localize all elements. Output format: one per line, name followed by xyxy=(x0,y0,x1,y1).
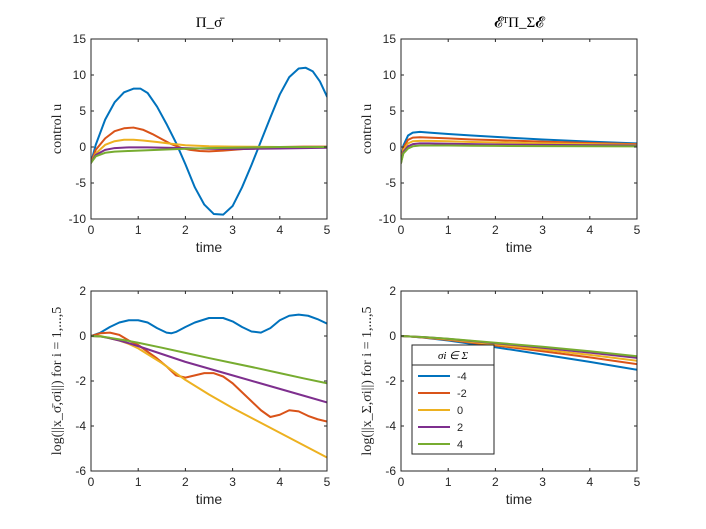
legend: σi ∈ Σ -4 -2 0 2 4 xyxy=(411,344,495,455)
x-tick-label: 0 xyxy=(88,475,95,489)
x-tick-label: 0 xyxy=(88,223,95,237)
series-line-0 xyxy=(91,138,327,164)
y-tick-label: 0 xyxy=(389,140,396,154)
x-tick-label: 1 xyxy=(445,475,452,489)
x-tick-label: 5 xyxy=(324,475,331,489)
y-axis-label: log(||x_σ̄,σi||) for i = 1,...,5 xyxy=(50,307,65,456)
x-axis-label: time xyxy=(506,239,533,255)
y-tick-label: -10 xyxy=(69,212,87,226)
y-tick-label: -2 xyxy=(385,374,396,388)
series-line--4 xyxy=(401,130,637,164)
y-tick-label: 0 xyxy=(79,329,86,343)
series-group xyxy=(401,130,637,164)
x-tick-label: 3 xyxy=(539,475,546,489)
y-tick-label: 2 xyxy=(79,284,86,298)
y-tick-label: -10 xyxy=(379,212,397,226)
y-tick-label: 0 xyxy=(79,140,86,154)
chart-title: Π_σ̄ xyxy=(196,15,225,31)
plot-area xyxy=(401,39,637,219)
legend-box xyxy=(411,344,495,455)
series-group xyxy=(91,66,327,216)
series-line-4 xyxy=(401,335,637,358)
series-line-4 xyxy=(91,146,327,164)
chart-title: 𝓔ᵀΠ_Σ𝓔 xyxy=(494,15,545,31)
legend-label-2: 2 xyxy=(457,422,463,434)
x-tick-label: 0 xyxy=(398,223,405,237)
x-tick-label: 3 xyxy=(229,223,236,237)
y-tick-label: -4 xyxy=(385,419,396,433)
x-tick-label: 2 xyxy=(182,223,189,237)
y-tick-label: 15 xyxy=(73,32,87,46)
x-tick-label: 4 xyxy=(586,475,593,489)
y-axis-label: log(||x_Σ,σi||) for i = 1,...,5 xyxy=(360,306,375,455)
y-tick-label: -6 xyxy=(75,464,86,478)
chart-panel-2: 0 1 2 3 4 5 -10 -5 0 5 10 15 time control u 𝓔ᵀΠ_Σ𝓔 xyxy=(360,15,641,255)
chart-panel-4: 0 1 2 3 4 5 -6 -4 -2 0 2 time log(||x_Σ,σi||) for i … xyxy=(360,284,641,507)
x-tick-label: 0 xyxy=(398,475,405,489)
series-line-4 xyxy=(91,335,327,385)
y-tick-label: -4 xyxy=(75,419,86,433)
x-tick-label: 4 xyxy=(276,223,283,237)
x-tick-label: 4 xyxy=(276,475,283,489)
y-axis-label: control u xyxy=(360,104,375,154)
x-axis-label: time xyxy=(506,491,533,507)
chart-panel-1: 0 1 2 3 4 5 -10 -5 0 5 10 15 time control u Π_σ̄ xyxy=(50,15,331,255)
legend-label--4: -4 xyxy=(457,371,467,383)
x-tick-label: 2 xyxy=(492,223,499,237)
plot-area xyxy=(91,39,327,219)
x-tick-label: 5 xyxy=(324,223,331,237)
y-tick-label: 2 xyxy=(389,284,396,298)
series-line--4 xyxy=(91,66,327,216)
y-axis-label: control u xyxy=(50,104,65,154)
x-tick-label: 1 xyxy=(445,223,452,237)
y-tick-label: -2 xyxy=(75,374,86,388)
x-tick-label: 3 xyxy=(539,223,546,237)
legend-label--2: -2 xyxy=(457,388,467,400)
x-tick-label: 3 xyxy=(229,475,236,489)
y-tick-label: 10 xyxy=(73,68,87,82)
axes-box xyxy=(400,38,638,220)
x-tick-label: 5 xyxy=(634,475,641,489)
series-group xyxy=(401,335,637,371)
series-line--2 xyxy=(401,136,637,164)
series-line-4 xyxy=(401,144,637,164)
x-tick-label: 2 xyxy=(182,475,189,489)
y-tick-label: -6 xyxy=(385,464,396,478)
series-group xyxy=(91,313,327,459)
chart-panel-3: 0 1 2 3 4 5 -6 -4 -2 0 2 time log(||x_σ̄,σi||) for i… xyxy=(50,284,331,507)
legend-label-0: 0 xyxy=(457,405,463,417)
y-tick-label: 5 xyxy=(389,104,396,118)
x-axis-label: time xyxy=(196,239,223,255)
axes-box xyxy=(90,38,328,220)
x-axis-label: time xyxy=(196,491,223,507)
y-tick-label: 0 xyxy=(389,329,396,343)
series-line--4 xyxy=(91,313,327,337)
legend-title: σi ∈ Σ xyxy=(438,350,469,362)
legend-label-4: 4 xyxy=(457,439,463,451)
y-tick-label: -5 xyxy=(75,176,86,190)
series-line-2 xyxy=(401,142,637,164)
x-tick-label: 4 xyxy=(586,223,593,237)
x-tick-label: 2 xyxy=(492,475,499,489)
y-tick-label: 5 xyxy=(79,104,86,118)
x-tick-label: 1 xyxy=(135,475,142,489)
y-tick-label: 10 xyxy=(383,68,397,82)
x-tick-label: 5 xyxy=(634,223,641,237)
y-tick-label: 15 xyxy=(383,32,397,46)
series-line-0 xyxy=(401,139,637,164)
series-line-2 xyxy=(91,146,327,164)
x-tick-label: 1 xyxy=(135,223,142,237)
y-tick-label: -5 xyxy=(385,176,396,190)
